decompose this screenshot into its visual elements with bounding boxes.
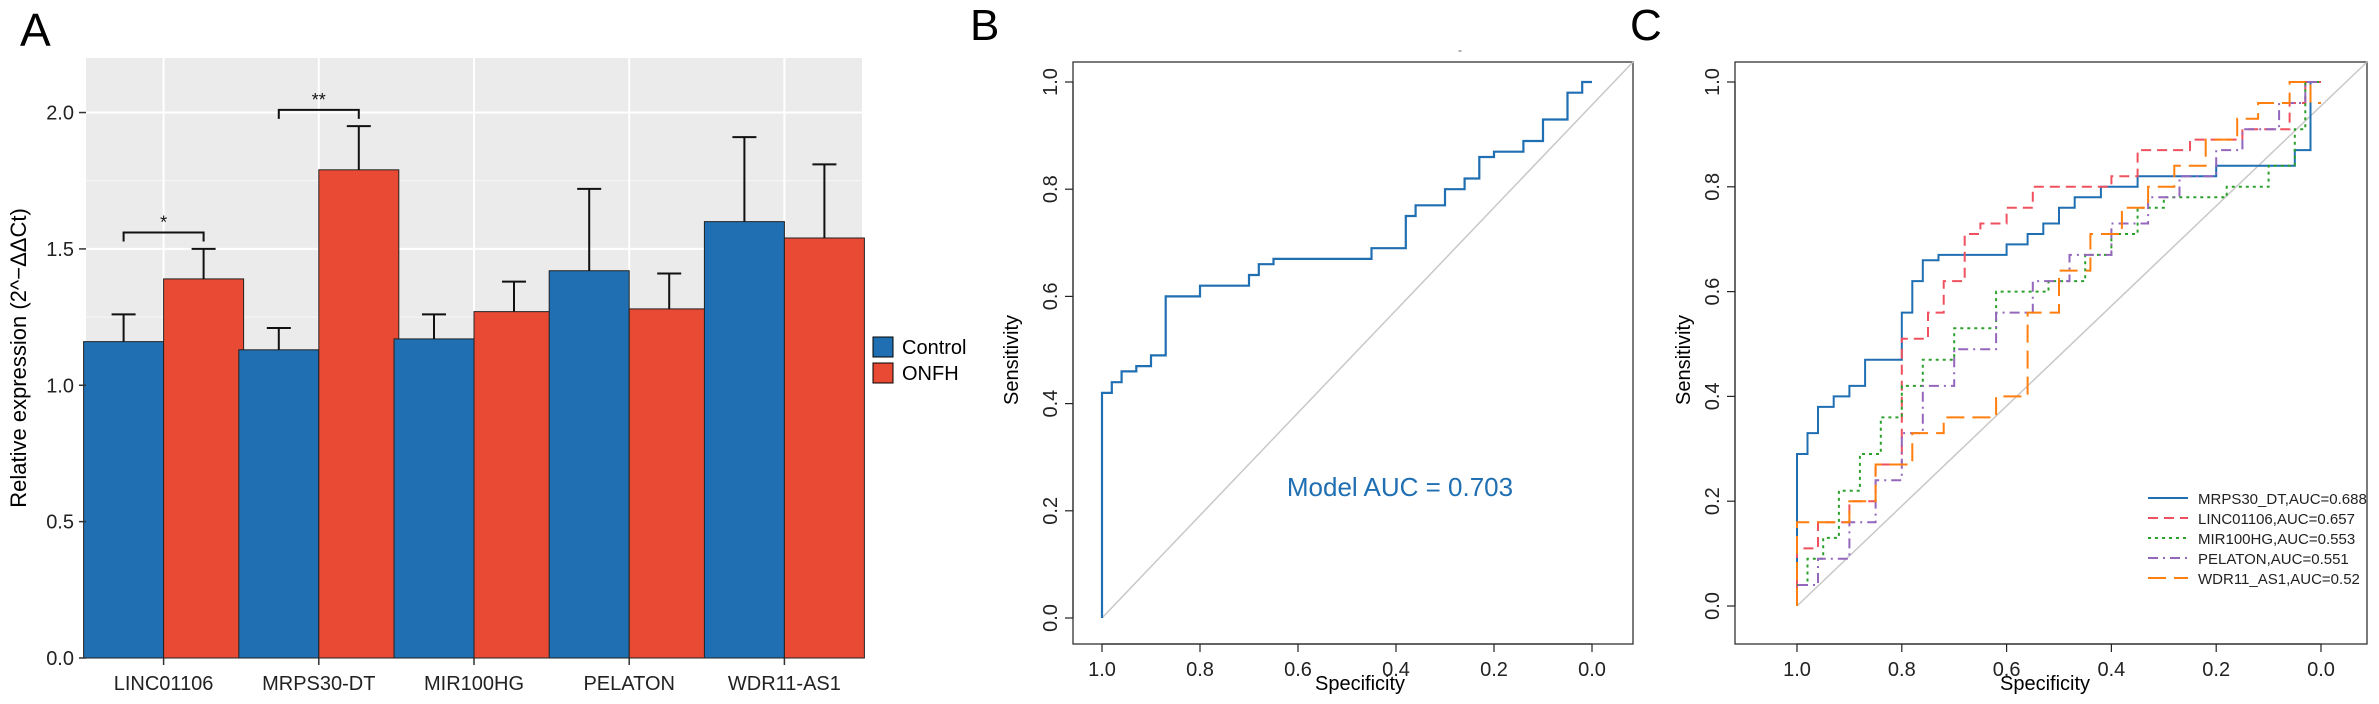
y-tick-label: 0.6	[1040, 282, 1062, 310]
legend-label-mir100hg-auc-0-553: MIR100HG,AUC=0.553	[2198, 531, 2355, 548]
bar-control-linc01106	[83, 341, 165, 659]
y-tick-label: 0.0	[1702, 592, 1724, 620]
x-tick-label: 0.0	[2307, 659, 2335, 681]
bar-onfh-mrps30-dt	[318, 169, 400, 659]
panel-c-y-axis-label: Sensitivity	[1673, 315, 1695, 405]
x-tick-label: 1.0	[1783, 659, 1811, 681]
panel-b-curves	[1100, 80, 1592, 618]
panel-a-x-ticks: LINC01106 MRPS30-DT MIR100HG PELATON WDR11-A…	[114, 658, 841, 695]
bar-onfh-pelaton	[628, 308, 710, 659]
legend-swatch-control	[872, 336, 894, 358]
x-tick-label: 0.6	[1284, 659, 1312, 681]
y-tick-label: 1.0	[46, 375, 74, 397]
panel-a-label: A	[20, 4, 51, 56]
legend-label-wdr11-as1-auc-0-52: WDR11_AS1,AUC=0.52	[2198, 571, 2360, 588]
x-tick-label: 0.8	[1186, 659, 1214, 681]
significance-label-linc01106: *	[160, 213, 167, 233]
panel-b-axes: 1.0 0.8 0.6 0.4 0.2 0.0 0.0 0.2 0.4 0.6 0.8 1.0	[1040, 61, 1634, 681]
y-tick-label: 0.4	[1040, 390, 1062, 418]
panel-c-label: C	[1630, 1, 1662, 50]
y-tick-label: 0.0	[46, 648, 74, 670]
x-tick-label: 0.2	[2202, 659, 2230, 681]
legend-label-onfh: ONFH	[902, 363, 959, 385]
panel-a-legend: Control ONFH	[872, 336, 966, 385]
x-tick-label: 0.6	[1993, 659, 2021, 681]
bar-control-mrps30-dt	[238, 349, 320, 659]
y-tick-label: 0.4	[1702, 382, 1724, 410]
y-tick-label: 1.0	[1040, 68, 1062, 96]
x-tick-label: 0.2	[1480, 659, 1508, 681]
roc-curve-mir100hg-auc-0-553	[1796, 81, 2321, 606]
roc-curve-mrps30-dt-auc-0-688	[1796, 81, 2321, 606]
bar-onfh-mir100hg	[473, 311, 555, 659]
y-tick-label: 0.8	[1040, 175, 1062, 203]
diagonal-reference-line	[1796, 61, 2368, 607]
panel-b-y-axis-label: Sensitivity	[1001, 315, 1023, 405]
y-tick-label: 0.2	[1702, 487, 1724, 515]
x-tick-label-linc01106: LINC01106	[114, 673, 214, 695]
legend-label-linc01106-auc-0-657: LINC01106,AUC=0.657	[2198, 511, 2355, 528]
x-tick-label: 0.4	[1382, 659, 1410, 681]
roc-curve-wdr11-as1-auc-0-52	[1796, 81, 2321, 606]
panel-b-roc-chart: B - 1.0 0.8 0.6 0.4 0.2 0.00.00.20.40.60.81.0…	[970, 1, 1634, 695]
roc-curve-linc01106-auc-0-657	[1796, 81, 2321, 606]
bar-onfh-linc01106	[163, 278, 245, 659]
x-tick-label-mir100hg: MIR100HG	[424, 673, 524, 695]
x-tick-label-pelaton: PELATON	[583, 673, 675, 695]
panel-a-bar-chart: A *** 0.00.51.01.52.0 LINC01106 MRPS30-DT…	[6, 4, 966, 695]
panel-c-curves	[1796, 81, 2321, 606]
y-tick-label: 2.0	[46, 103, 74, 125]
panel-a-significance: ***	[122, 90, 360, 242]
y-tick-label: 0.8	[1702, 173, 1724, 201]
bar-control-mir100hg	[393, 338, 475, 659]
significance-bracket-mrps30-dt	[277, 108, 360, 119]
x-tick-label: 0.8	[1888, 659, 1916, 681]
x-tick-label-wdr11-as1: WDR11-AS1	[728, 673, 841, 695]
x-tick-label: 1.0	[1088, 659, 1116, 681]
legend-label-pelaton-auc-0-551: PELATON,AUC=0.551	[2198, 551, 2349, 568]
legend-label-control: Control	[902, 337, 966, 359]
panel-b-x-axis-label: Specificity	[1315, 673, 1405, 695]
roc-curve-pelaton-auc-0-551	[1796, 81, 2321, 606]
legend-label-mrps30-dt-auc-0-688: MRPS30_DT,AUC=0.688	[2198, 491, 2367, 508]
x-tick-label-mrps30-dt: MRPS30-DT	[262, 673, 375, 695]
panel-a-y-axis-label: Relative expression (2^−ΔΔCt)	[6, 208, 31, 508]
panel-c-legend: MRPS30_DT,AUC=0.688 LINC01106,AUC=0.657 MI…	[2148, 491, 2367, 588]
significance-label-mrps30-dt: **	[312, 90, 326, 110]
bar-control-pelaton	[548, 270, 630, 659]
panel-b-title-mark: -	[1458, 43, 1462, 57]
x-tick-label: 0.0	[1578, 659, 1606, 681]
panel-b-label: B	[970, 1, 999, 50]
panel-c-x-axis-label: Specificity	[2000, 673, 2090, 695]
significance-bracket-linc01106	[122, 231, 205, 242]
bar-onfh-wdr11-as1	[783, 237, 865, 659]
y-tick-label: 1.0	[1702, 68, 1724, 96]
x-tick-label: 0.4	[2097, 659, 2125, 681]
panel-a-error-bars	[111, 125, 837, 350]
y-tick-label: 1.5	[46, 239, 74, 261]
panel-c-axes: 1.0 0.8 0.6 0.4 0.2 0.0 0.0 0.2 0.4 0.6 0.8 1.0	[1702, 61, 2368, 681]
panel-b-auc-annotation: Model AUC = 0.703	[1287, 472, 1513, 502]
panel-c-roc-chart: C 1.0 0.8 0.6 0.4 0.2 0.0 0.0 0.2 0.4 0.6 0.8 1.0 S…	[1630, 1, 2368, 695]
legend-swatch-onfh	[872, 362, 894, 384]
panel-a-bars	[83, 169, 865, 659]
y-tick-label: 0.5	[46, 512, 74, 534]
diagonal-reference-line	[1101, 61, 1634, 619]
panel-a-y-ticks: 0.0 0.5 1.0 1.5 2.0	[46, 103, 86, 670]
y-tick-label: 0.0	[1040, 604, 1062, 632]
y-tick-label: 0.2	[1040, 497, 1062, 525]
y-tick-label: 0.6	[1702, 278, 1724, 306]
bar-control-wdr11-as1	[703, 221, 785, 659]
roc-curve-model	[1100, 80, 1592, 618]
